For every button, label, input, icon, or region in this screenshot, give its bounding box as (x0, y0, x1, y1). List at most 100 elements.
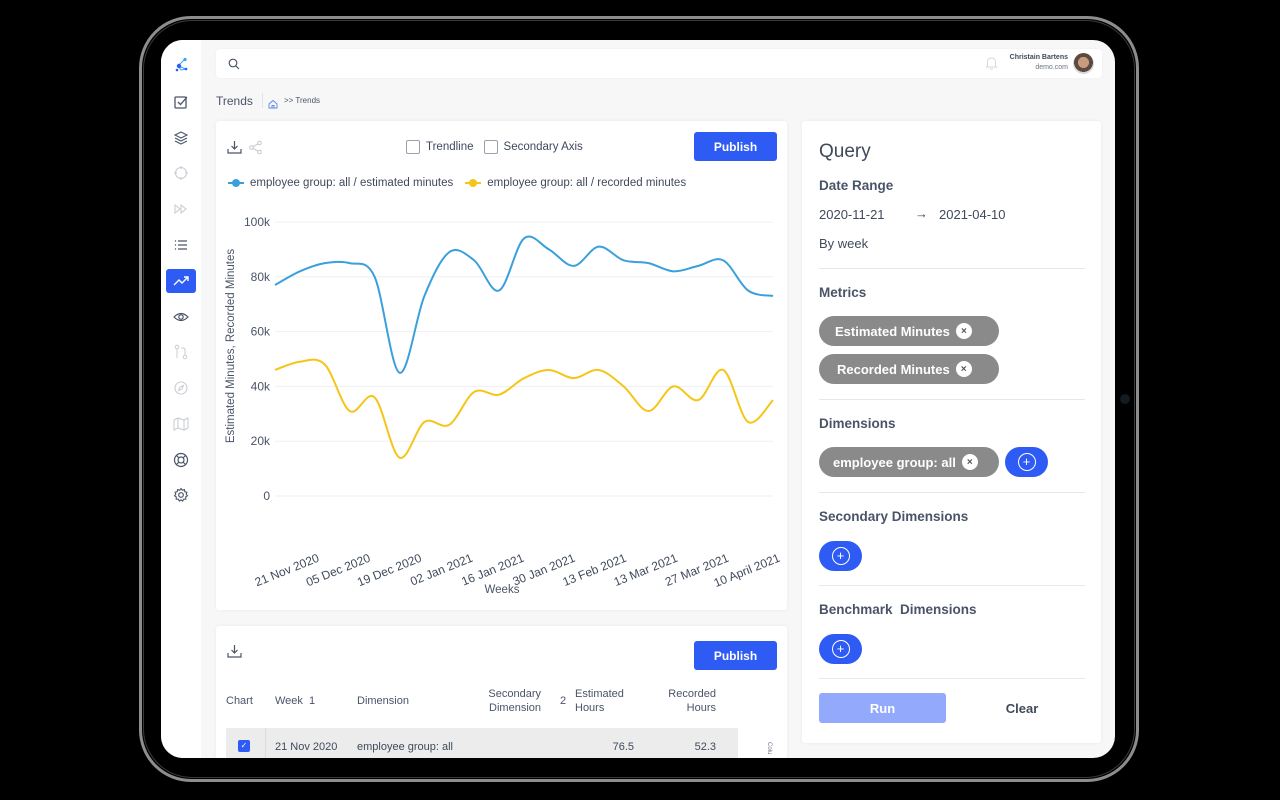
divider (819, 492, 1085, 493)
top-bar: Christain Bartens demo.com (216, 49, 1102, 78)
run-button[interactable]: Run (819, 693, 946, 723)
table-row[interactable] (226, 728, 738, 758)
secondary-axis-label: Secondary Axis (503, 141, 583, 154)
map-icon (173, 417, 189, 431)
y-tick-label: 80k (251, 270, 271, 284)
legend-marker-icon (228, 179, 244, 187)
benchmark-dimensions-label: Benchmark Dimensions (819, 602, 977, 617)
legend-item-estimated[interactable]: employee group: all / estimated minutes (228, 177, 453, 189)
divider (819, 678, 1085, 679)
sidebar (161, 40, 201, 758)
sidebar-item-forward[interactable] (166, 197, 196, 221)
query-title: Query (819, 141, 871, 162)
series-line-recorded[interactable] (274, 358, 774, 459)
sidebar-item-list[interactable] (166, 233, 196, 257)
col-header-week[interactable]: Week 1 (275, 695, 316, 707)
add-benchmark-dimension-button[interactable]: + (819, 634, 862, 664)
app-screen: Christain Bartens demo.com Trends >> Tre… (161, 40, 1115, 758)
y-tick-label: 60k (251, 325, 271, 339)
checkbox-icon (174, 96, 188, 109)
sort-order-badge: 2 (560, 695, 567, 707)
divider (819, 585, 1085, 586)
share-icon[interactable] (248, 140, 263, 160)
sidebar-item-settings[interactable] (166, 483, 196, 507)
sidebar-item-help[interactable] (166, 448, 196, 472)
col-header-chart[interactable]: Chart (226, 695, 253, 707)
legend-item-recorded[interactable]: employee group: all / recorded minutes (465, 177, 686, 189)
sort-order-badge: 1 (309, 695, 316, 707)
chart-card: Trendline Secondary Axis Publish employe… (216, 121, 787, 610)
sidebar-item-layers[interactable] (166, 126, 196, 150)
avatar[interactable] (1073, 53, 1094, 74)
table-download-icon[interactable] (227, 644, 242, 664)
clear-button[interactable]: Clear (1005, 700, 1039, 716)
sidebar-item-watch[interactable] (166, 305, 196, 329)
settings-icon (173, 487, 189, 502)
plus-circle-icon: + (831, 547, 850, 565)
sidebar-item-trends[interactable] (166, 269, 196, 293)
add-secondary-dimension-button[interactable]: + (819, 541, 862, 571)
cell-divider (265, 728, 266, 758)
secondary-axis-toggle[interactable]: Secondary Axis (483, 140, 583, 154)
remove-icon[interactable]: × (955, 323, 972, 339)
columns-panel-tab[interactable]: Colu (766, 742, 772, 755)
legend-marker-icon (465, 179, 482, 187)
y-tick-label: 100k (244, 215, 271, 229)
metric-chip-estimated[interactable]: Estimated Minutes × (819, 316, 999, 346)
sidebar-item-tasks[interactable] (166, 90, 196, 114)
breadcrumb-path[interactable]: >> Trends (284, 96, 321, 105)
page-title: Trends (216, 94, 253, 108)
layers-icon (173, 131, 189, 145)
cell-estimated-hours: 76.5 (612, 741, 634, 753)
data-table-card: Publish Chart Week 1 Dimension Secondary… (216, 626, 787, 758)
col-header-recorded-hours[interactable]: Recorded Hours (668, 688, 716, 714)
row-chart-checkbox[interactable]: ✓ (238, 740, 250, 752)
dimension-chip[interactable]: employee group: all × (819, 447, 999, 477)
line-chart[interactable]: 0 20k 40k 60k 80k 100k Estimated Minutes, Reco… (216, 121, 787, 610)
metrics-label: Metrics (819, 285, 867, 300)
download-icon[interactable] (227, 140, 242, 160)
col-header-dimension[interactable]: Dimension (357, 695, 409, 707)
metric-chip-recorded[interactable]: Recorded Minutes × (819, 354, 999, 384)
chip-label: Recorded Minutes (837, 361, 950, 377)
date-range-label: Date Range (819, 178, 894, 193)
logo-icon (175, 57, 188, 72)
eye-icon (173, 312, 189, 322)
remove-icon[interactable]: × (961, 454, 978, 470)
logo-icon[interactable] (166, 53, 196, 77)
sidebar-item-explore[interactable] (166, 376, 196, 400)
secondary-axis-checkbox[interactable] (483, 140, 498, 154)
sidebar-item-target[interactable] (166, 161, 196, 185)
user-name: Christain Bartens (1009, 54, 1068, 61)
trending-up-icon (173, 276, 189, 286)
trendline-toggle[interactable]: Trendline (406, 140, 474, 154)
legend-label: employee group: all / recorded minutes (487, 177, 687, 189)
bell-icon[interactable] (985, 56, 998, 75)
y-tick-label: 20k (251, 434, 271, 448)
series-line-estimated[interactable] (274, 235, 774, 374)
remove-icon[interactable]: × (955, 361, 972, 377)
user-domain: demo.com (1035, 64, 1068, 71)
trendline-label: Trendline (426, 141, 474, 154)
home-icon[interactable] (268, 96, 278, 114)
search-icon[interactable] (228, 57, 240, 75)
trendline-checkbox[interactable] (406, 140, 420, 154)
date-to-input[interactable]: 2021-04-10 (939, 207, 1006, 222)
search-input[interactable] (246, 54, 950, 74)
granularity-select[interactable]: By week (819, 236, 869, 251)
add-dimension-button[interactable]: + (1005, 447, 1048, 477)
dimensions-label: Dimensions (819, 416, 896, 431)
publish-chart-button[interactable]: Publish (694, 132, 777, 161)
plus-circle-icon: + (831, 640, 850, 658)
sidebar-item-map[interactable] (166, 412, 196, 436)
crosshair-icon (174, 166, 188, 180)
arrow-right-icon: → (915, 206, 928, 221)
col-header-estimated-hours[interactable]: Estimated Hours (575, 688, 624, 714)
y-axis-label: Estimated Minutes, Recorded Minutes (225, 249, 237, 444)
sidebar-item-pull[interactable] (166, 340, 196, 364)
cell-dimension: employee group: all (357, 741, 454, 753)
date-from-input[interactable]: 2020-11-21 (819, 207, 885, 222)
publish-table-button[interactable]: Publish (694, 641, 777, 670)
y-tick-label: 0 (263, 489, 270, 503)
col-header-secondary-dimension[interactable]: Secondary Dimension (488, 688, 541, 714)
